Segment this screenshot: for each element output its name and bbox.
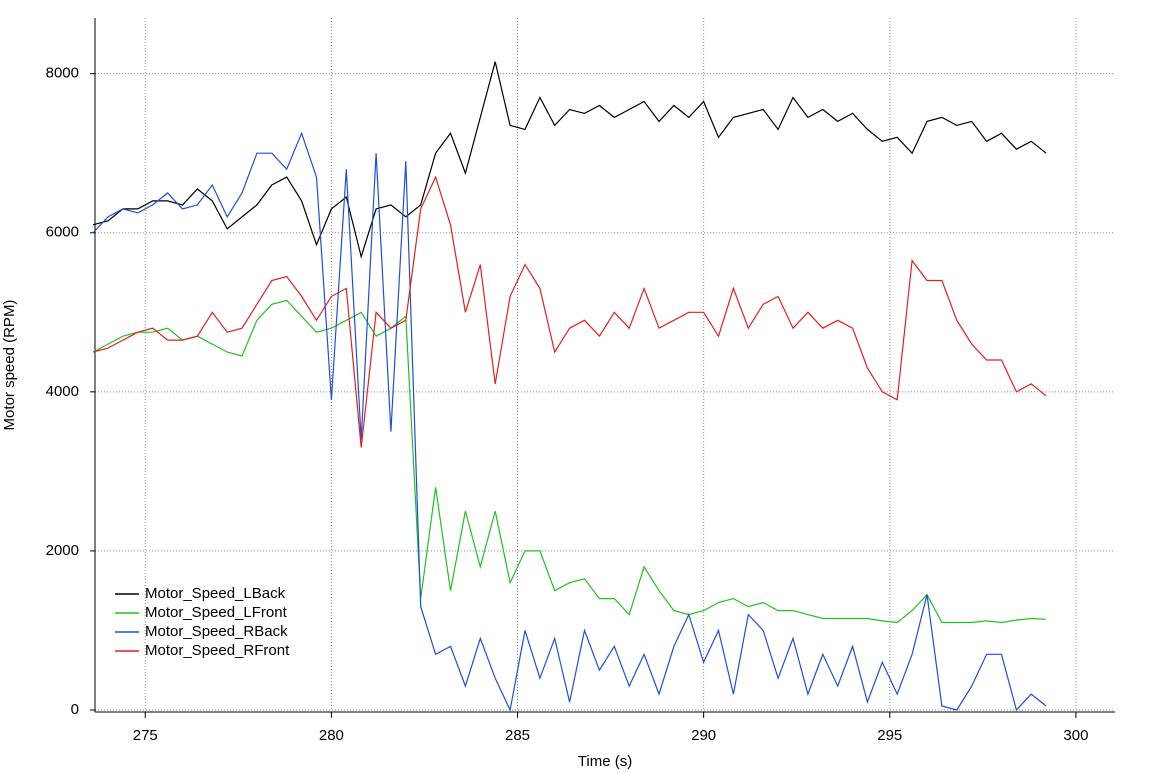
series-line — [92, 175, 1047, 448]
series-line — [92, 299, 1047, 624]
x-tick-label: 280 — [319, 727, 344, 744]
y-axis-label: Motor speed (RPM) — [1, 300, 18, 431]
y-tick-label: 0 — [71, 701, 79, 718]
series-line — [92, 61, 1047, 259]
legend-label: Motor_Speed_LBack — [145, 585, 286, 602]
y-tick-label: 8000 — [46, 65, 79, 82]
x-tick-label: 290 — [691, 727, 716, 744]
legend-label: Motor_Speed_RFront — [145, 642, 290, 659]
legend-label: Motor_Speed_RBack — [145, 623, 288, 640]
y-tick-label: 2000 — [46, 542, 79, 559]
series-line — [92, 131, 1047, 712]
x-axis-label: Time (s) — [578, 753, 632, 770]
legend-label: Motor_Speed_LFront — [145, 604, 288, 621]
x-tick-label: 300 — [1063, 727, 1088, 744]
x-tick-label: 285 — [505, 727, 530, 744]
y-tick-label: 6000 — [46, 224, 79, 241]
y-tick-label: 4000 — [46, 383, 79, 400]
x-tick-label: 295 — [877, 727, 902, 744]
x-tick-label: 275 — [133, 727, 158, 744]
